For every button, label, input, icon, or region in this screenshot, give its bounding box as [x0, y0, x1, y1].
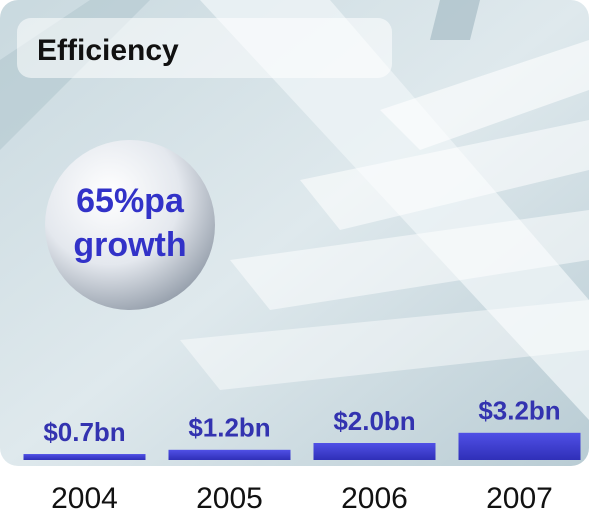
- bar: [23, 454, 146, 460]
- x-tick-label: 2006: [341, 482, 408, 515]
- x-tick-label: 2005: [196, 482, 263, 515]
- value-label: $2.0bn: [333, 406, 415, 436]
- x-tick-label: 2004: [51, 482, 118, 515]
- chart-title: Efficiency: [37, 34, 179, 67]
- annotation: 65%pa: [76, 182, 185, 220]
- value-label: $0.7bn: [43, 417, 125, 447]
- annotation-bubble: [45, 140, 215, 310]
- x-tick-label: 2007: [486, 482, 553, 515]
- bar: [313, 443, 436, 460]
- bar: [168, 449, 291, 460]
- value-label: $1.2bn: [188, 413, 270, 443]
- annotation: growth: [73, 226, 186, 264]
- background: [0, 0, 589, 466]
- value-label: $3.2bn: [478, 396, 560, 426]
- bar: [458, 432, 581, 460]
